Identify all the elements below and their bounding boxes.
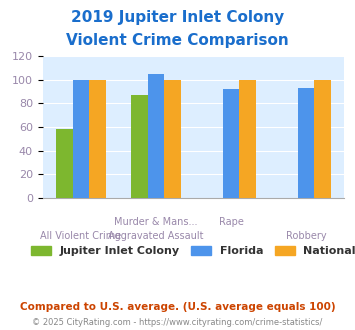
Bar	[164, 80, 181, 198]
Text: Compared to U.S. average. (U.S. average equals 100): Compared to U.S. average. (U.S. average …	[20, 302, 335, 312]
Text: 2019 Jupiter Inlet Colony: 2019 Jupiter Inlet Colony	[71, 10, 284, 25]
Bar	[223, 89, 239, 198]
Text: All Violent Crime: All Violent Crime	[40, 231, 122, 241]
Bar	[56, 129, 73, 198]
Text: Rape: Rape	[219, 217, 244, 227]
Text: Murder & Mans...: Murder & Mans...	[114, 217, 198, 227]
Bar	[89, 80, 106, 198]
Bar	[239, 80, 256, 198]
Bar	[148, 74, 164, 198]
Bar	[314, 80, 331, 198]
Text: Robbery: Robbery	[285, 231, 326, 241]
Text: © 2025 CityRating.com - https://www.cityrating.com/crime-statistics/: © 2025 CityRating.com - https://www.city…	[32, 318, 323, 327]
Text: Violent Crime Comparison: Violent Crime Comparison	[66, 33, 289, 48]
Bar	[297, 88, 314, 198]
Text: Aggravated Assault: Aggravated Assault	[108, 231, 204, 241]
Bar	[73, 80, 89, 198]
Legend: Jupiter Inlet Colony, Florida, National: Jupiter Inlet Colony, Florida, National	[27, 241, 355, 261]
Bar	[131, 95, 148, 198]
